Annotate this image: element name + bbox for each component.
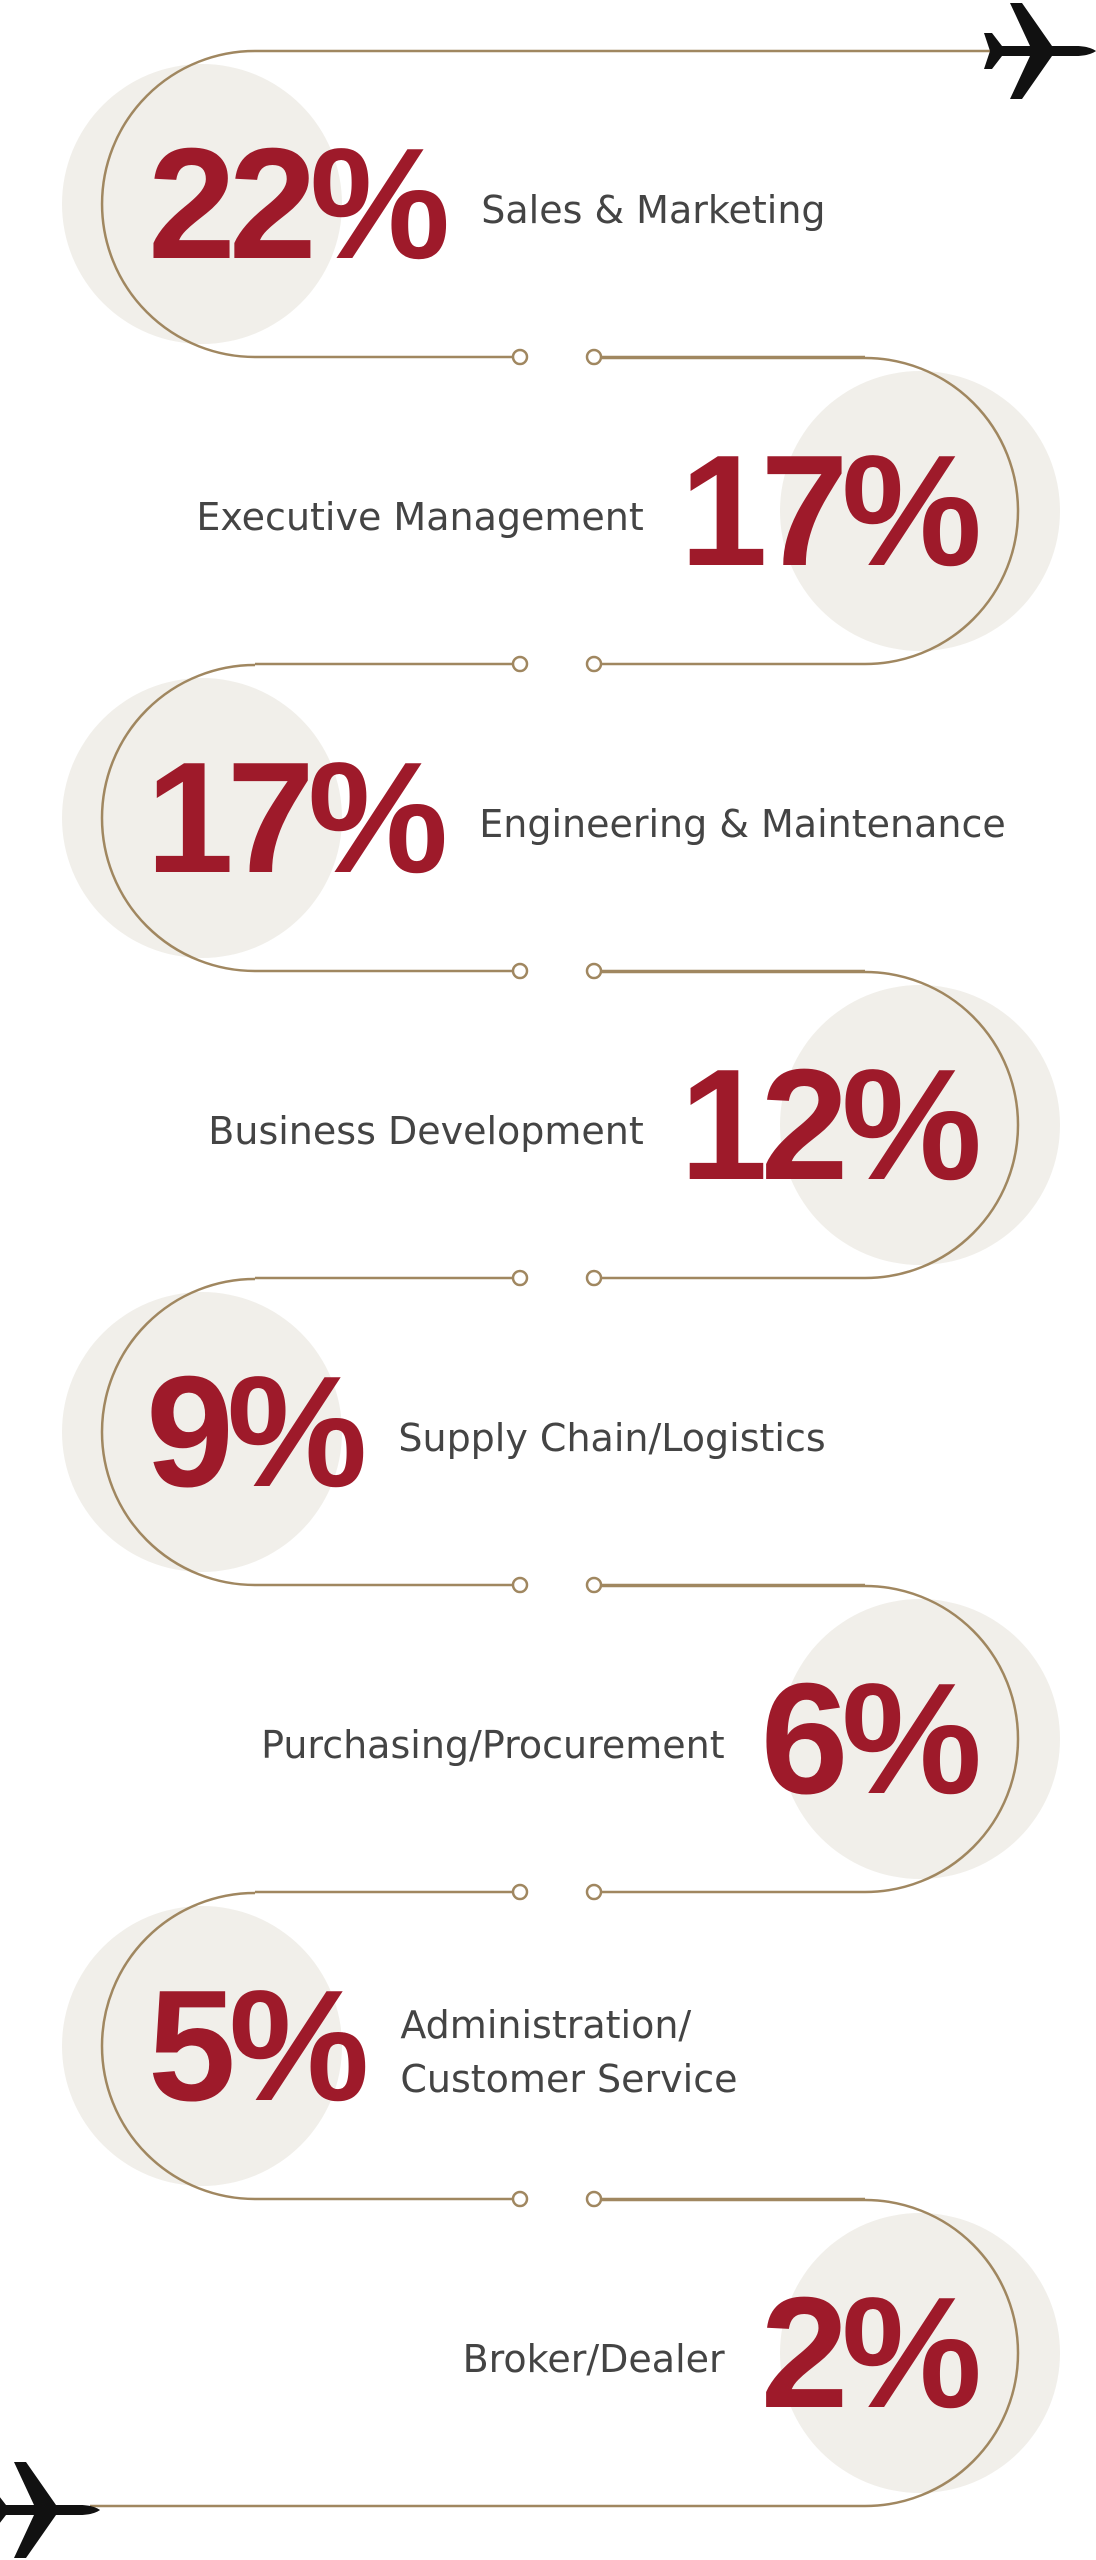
category-label: Sales & Marketing bbox=[481, 188, 826, 232]
connector-dot bbox=[511, 1269, 529, 1287]
connector-dot bbox=[511, 1883, 529, 1901]
connector-dot bbox=[585, 1883, 603, 1901]
percent-value: 6% bbox=[760, 1651, 982, 1827]
percent-value: 2% bbox=[760, 2265, 982, 2441]
connector-dot bbox=[585, 348, 603, 366]
category-label: Purchasing/Procurement bbox=[261, 1723, 725, 1767]
route-curve bbox=[864, 356, 1020, 666]
percent-value: 17% bbox=[146, 730, 448, 906]
backdrop-circle bbox=[62, 1292, 342, 1572]
route-curve bbox=[864, 2198, 1020, 2508]
backdrop-circle bbox=[780, 985, 1060, 1265]
route-curve bbox=[864, 970, 1020, 1280]
airplane-icon bbox=[0, 2462, 100, 2558]
category-label: Supply Chain/Logistics bbox=[398, 1416, 826, 1460]
route-curve bbox=[100, 1277, 256, 1587]
connector-dot bbox=[511, 1576, 529, 1594]
category-label: Business Development bbox=[208, 1109, 644, 1153]
connector-dot bbox=[585, 962, 603, 980]
category-label: Engineering & Maintenance bbox=[479, 802, 1006, 846]
backdrop-circle bbox=[62, 678, 342, 958]
backdrop-circle bbox=[62, 1906, 342, 2186]
connector-dot bbox=[511, 348, 529, 366]
percent-value: 17% bbox=[679, 423, 982, 599]
percent-value: 12% bbox=[679, 1037, 982, 1213]
connector-dot bbox=[585, 1269, 603, 1287]
backdrop-circle bbox=[780, 371, 1060, 651]
category-label: Executive Management bbox=[196, 495, 644, 539]
connector-dot bbox=[585, 655, 603, 673]
connector-dot bbox=[585, 1576, 603, 1594]
airplane-icon bbox=[984, 3, 1096, 99]
route-curve bbox=[100, 663, 256, 973]
category-label: Broker/Dealer bbox=[462, 2337, 725, 2381]
backdrop-circle bbox=[780, 2213, 1060, 2493]
route-curve bbox=[100, 1891, 256, 2201]
connector-dot bbox=[511, 655, 529, 673]
backdrop-circle bbox=[62, 64, 342, 344]
category-label: Administration/ Customer Service bbox=[400, 2003, 738, 2101]
backdrop-circle bbox=[780, 1599, 1060, 1879]
route-curve bbox=[864, 1584, 1020, 1894]
percent-value: 22% bbox=[148, 116, 450, 292]
connector-dot bbox=[511, 962, 529, 980]
percent-value: 9% bbox=[146, 1344, 367, 1520]
route-curve bbox=[100, 49, 256, 359]
percent-value: 5% bbox=[148, 1958, 369, 2134]
connector-dot bbox=[511, 2190, 529, 2208]
connector-dot bbox=[585, 2190, 603, 2208]
